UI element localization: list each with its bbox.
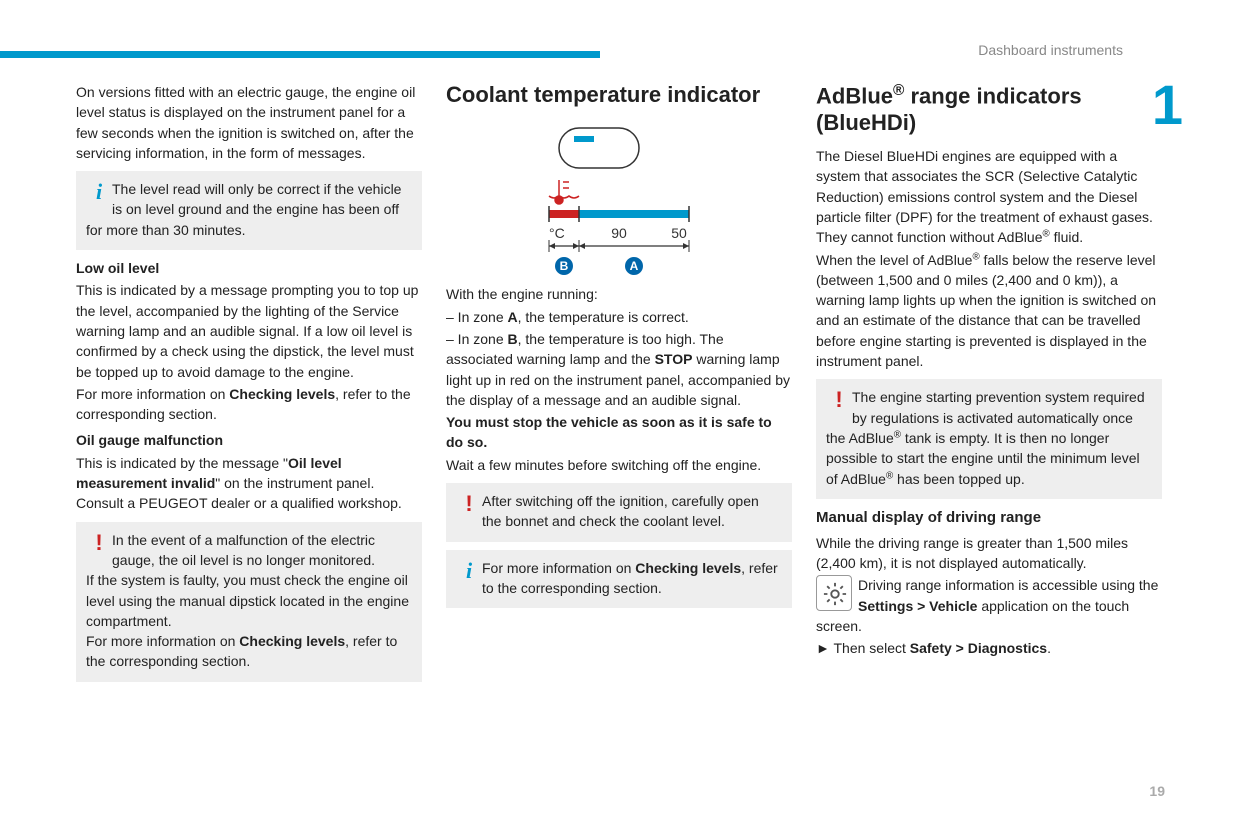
text: The Diesel BlueHDi engines are equipped … — [816, 148, 1153, 245]
text: For more information on — [482, 560, 635, 576]
manual-display-heading: Manual display of driving range — [816, 507, 1162, 529]
checking-levels-ref: Checking levels — [229, 386, 335, 402]
text: Driving range information is accessible … — [858, 577, 1158, 593]
must-stop-text: You must stop the vehicle as soon as it … — [446, 414, 772, 450]
label-50: 50 — [671, 225, 687, 241]
settings-line: Driving range information is accessible … — [816, 575, 1162, 636]
section-header: Dashboard instruments — [978, 42, 1123, 58]
text: . — [1047, 640, 1051, 656]
coolant-gauge-diagram: °C 90 50 B A — [446, 118, 792, 278]
label-90: 90 — [611, 225, 627, 241]
text: – In zone — [446, 331, 508, 347]
oil-gauge-malfunction-heading: Oil gauge malfunction — [76, 430, 422, 450]
registered-mark: ® — [894, 429, 901, 440]
label-A: A — [630, 259, 639, 273]
info-box-checking-levels: i For more information on Checking level… — [446, 550, 792, 609]
malfunction-p1: This is indicated by the message "Oil le… — [76, 453, 422, 514]
low-oil-heading: Low oil level — [76, 258, 422, 278]
settings-path: Settings > Vehicle — [858, 598, 977, 614]
zone-a-label: A — [508, 309, 518, 325]
text: AdBlue — [816, 83, 893, 108]
intro-paragraph: On versions fitted with an electric gaug… — [76, 82, 422, 163]
top-accent-bar — [0, 51, 600, 58]
stop-label: STOP — [655, 351, 693, 367]
checking-levels-ref: Checking levels — [635, 560, 741, 576]
warning-box-adblue: ! The engine starting prevention system … — [816, 379, 1162, 498]
text: fluid. — [1050, 229, 1083, 245]
column-2: Coolant temperature indicator — [446, 82, 792, 690]
text: has been topped up. — [893, 471, 1025, 487]
zone-b-label: B — [508, 331, 518, 347]
column-3: AdBlue® range indicators (BlueHDi) The D… — [816, 82, 1162, 690]
zone-a-line: – In zone A, the temperature is correct. — [446, 307, 792, 327]
warning-text: The engine starting prevention system re… — [826, 387, 1152, 488]
low-oil-p2: For more information on Checking levels,… — [76, 384, 422, 425]
gear-icon — [816, 575, 852, 611]
must-stop-line: You must stop the vehicle as soon as it … — [446, 412, 792, 453]
wait-line: Wait a few minutes before switching off … — [446, 455, 792, 475]
then-select-line: ► Then select Safety > Diagnostics. — [816, 638, 1162, 658]
manual-p1: While the driving range is greater than … — [816, 533, 1162, 574]
registered-mark: ® — [893, 82, 904, 99]
safety-diagnostics-path: Safety > Diagnostics — [910, 640, 1047, 656]
registered-mark: ® — [1042, 229, 1049, 240]
page-number: 19 — [1149, 783, 1165, 799]
warning-icon: ! — [86, 530, 112, 554]
engine-running-line: With the engine running: — [446, 284, 792, 304]
text: When the level of AdBlue — [816, 252, 972, 268]
text: – In zone — [446, 309, 508, 325]
text: ► Then select — [816, 640, 910, 656]
checking-levels-ref: Checking levels — [239, 633, 345, 649]
info-icon: i — [86, 179, 112, 203]
warning-box-malfunction: ! In the event of a malfunction of the e… — [76, 522, 422, 682]
label-celsius: °C — [549, 225, 565, 241]
warning-box-coolant: ! After switching off the ignition, care… — [446, 483, 792, 542]
info-icon: i — [456, 558, 482, 582]
text: For more information on — [86, 633, 239, 649]
zone-b-line: – In zone B, the temperature is too high… — [446, 329, 792, 410]
registered-mark: ® — [972, 251, 979, 262]
low-oil-p1: This is indicated by a message prompting… — [76, 280, 422, 381]
text: This is indicated by the message " — [76, 455, 288, 471]
coolant-heading: Coolant temperature indicator — [446, 82, 792, 108]
text: falls below the reserve level (between 1… — [816, 252, 1156, 369]
text: For more information on — [76, 386, 229, 402]
label-B: B — [560, 259, 569, 273]
text: , the temperature is correct. — [518, 309, 689, 325]
column-1: On versions fitted with an electric gaug… — [76, 82, 422, 690]
info-text: For more information on Checking levels,… — [456, 558, 782, 599]
adblue-heading: AdBlue® range indicators (BlueHDi) — [816, 82, 1162, 136]
adblue-p2: When the level of AdBlue® falls below th… — [816, 250, 1162, 372]
adblue-p1: The Diesel BlueHDi engines are equipped … — [816, 146, 1162, 247]
page-content: On versions fitted with an electric gaug… — [76, 82, 1164, 690]
warning-text: After switching off the ignition, carefu… — [456, 491, 782, 532]
warning-body: In the event of a malfunction of the ele… — [86, 530, 412, 672]
info-text: The level read will only be correct if t… — [86, 179, 412, 240]
warning-icon: ! — [456, 491, 482, 515]
info-box-level-read: i The level read will only be correct if… — [76, 171, 422, 250]
warning-icon: ! — [826, 387, 852, 411]
text: In the event of a malfunction of the ele… — [112, 532, 375, 568]
text: If the system is faulty, you must check … — [86, 572, 409, 629]
